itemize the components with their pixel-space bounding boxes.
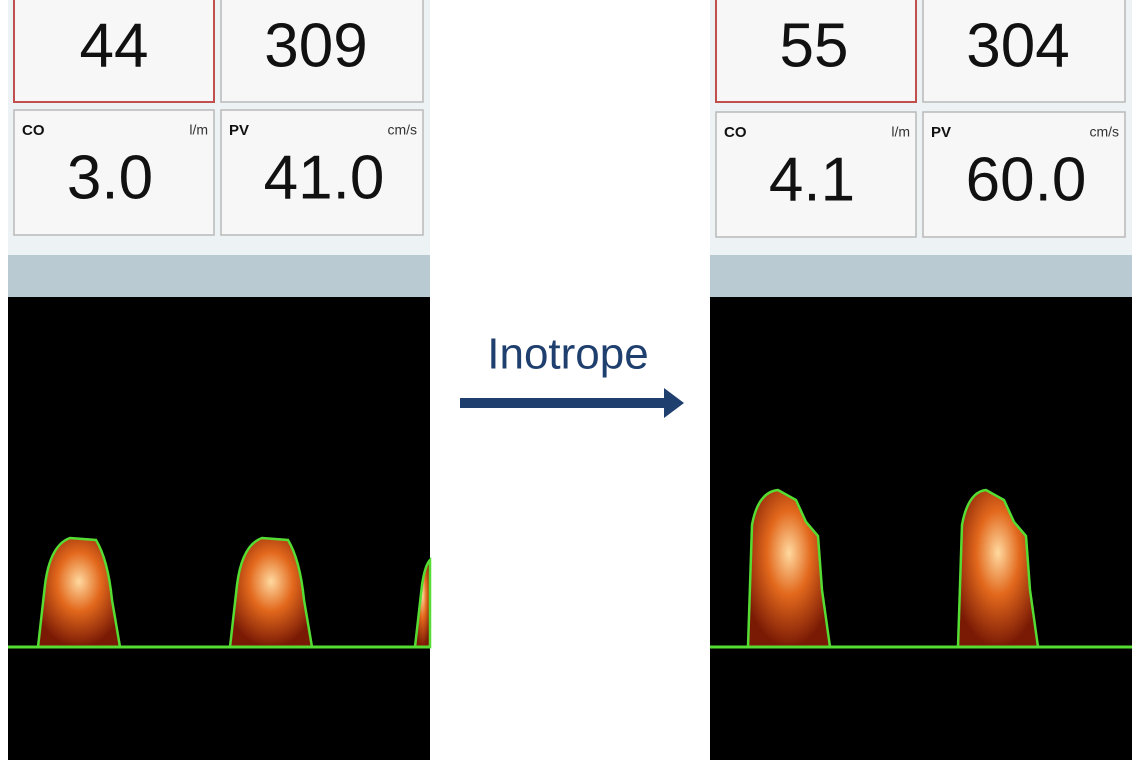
tile-value: 4.1	[769, 145, 855, 214]
tile-value: 304	[966, 11, 1069, 80]
band	[710, 255, 1132, 297]
tile-label: PV	[229, 122, 249, 139]
tile-unit: cm/s	[1089, 124, 1119, 140]
band	[8, 255, 430, 297]
tile	[220, 0, 424, 103]
tile-label: PV	[931, 124, 951, 141]
right-panel: 55 304 CO l/m 4.1 PV cm/s 60.0	[710, 0, 1132, 760]
tile-label: CO	[724, 124, 747, 141]
waveform	[228, 536, 314, 649]
tile-value: 41.0	[264, 143, 385, 212]
doppler	[8, 297, 430, 760]
tile-value: 309	[264, 11, 367, 80]
tile	[715, 111, 917, 238]
waveform	[746, 488, 832, 649]
tile-value: 44	[80, 11, 149, 80]
tile	[922, 0, 1126, 103]
tile-value: 3.0	[67, 143, 153, 212]
tile-label: CO	[22, 122, 45, 139]
tile-unit: l/m	[891, 124, 910, 140]
tile-unit: cm/s	[387, 122, 417, 138]
tile-value: 55	[780, 11, 849, 80]
tile	[13, 109, 215, 236]
left-panel: 44 309 CO l/m 3.0 PV cm/s 41.0	[8, 0, 432, 760]
arrow-label: Inotrope	[487, 330, 648, 379]
arrow	[460, 388, 684, 418]
tile	[13, 0, 215, 103]
tile-unit: l/m	[189, 122, 208, 138]
waveform	[956, 488, 1040, 649]
waveform	[36, 536, 122, 649]
tile	[922, 111, 1126, 238]
tile	[715, 0, 917, 103]
waveform	[413, 556, 432, 649]
tile	[220, 109, 424, 236]
tile-value: 60.0	[966, 145, 1087, 214]
